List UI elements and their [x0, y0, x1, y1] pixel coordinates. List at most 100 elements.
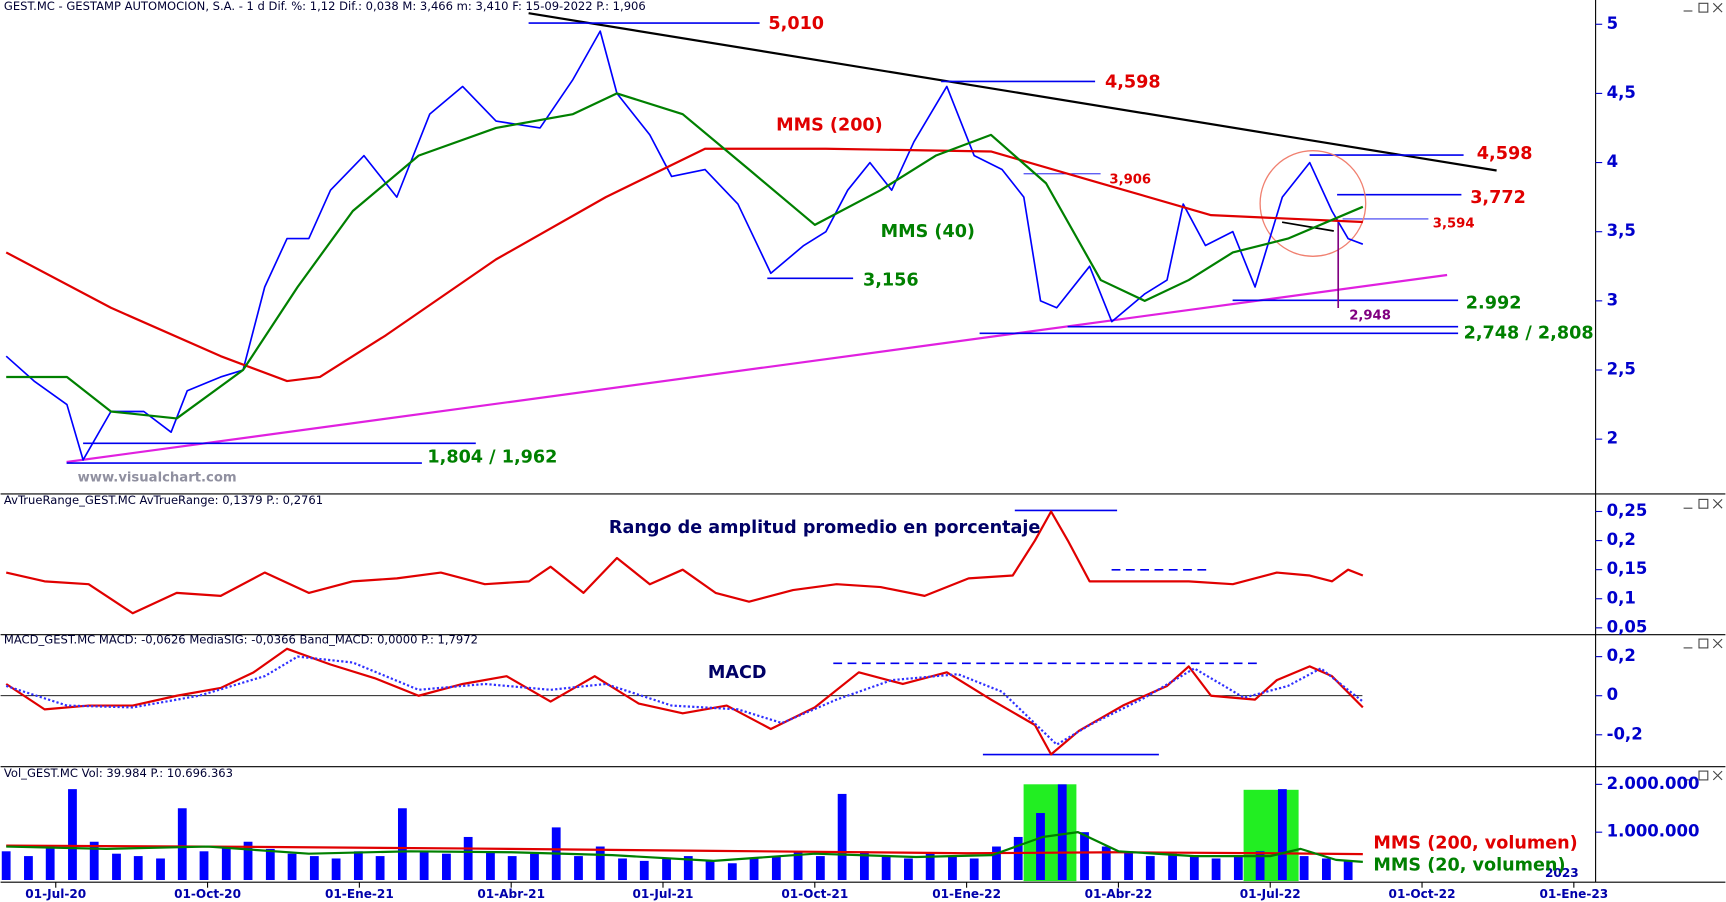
- volume-bar: [1255, 851, 1265, 880]
- y-tick-label: 1.000.000: [1607, 822, 1700, 841]
- volume-bar: [24, 856, 33, 880]
- volume-bar: [265, 848, 275, 880]
- close-icon[interactable]: [1712, 770, 1723, 781]
- volume-bar: [177, 808, 187, 880]
- annotation: 1,804 / 1,962: [427, 448, 557, 468]
- series-line: [5, 655, 1364, 746]
- y-tick-label: 0: [1607, 685, 1618, 704]
- series-line: [6, 92, 1364, 420]
- volume-bar: [199, 851, 209, 880]
- volume-bar: [397, 808, 407, 880]
- series-line: [6, 831, 1363, 863]
- annotation: 3,906: [1109, 172, 1151, 187]
- volume-bar: [881, 856, 891, 880]
- annotation: www.visualchart.com: [78, 470, 237, 485]
- volume-bar: [925, 853, 935, 880]
- series-label: MMS (200): [776, 115, 883, 135]
- x-tick-label: 01-Jul-21: [633, 887, 694, 901]
- annotation: 4,598: [1105, 73, 1161, 93]
- volume-bar: [1277, 789, 1287, 880]
- volume-bar: [287, 853, 297, 880]
- y-tick-label: 3,5: [1607, 221, 1636, 240]
- x-tick-label: 01-Oct-22: [1389, 887, 1456, 901]
- y-tick-label: 0,15: [1607, 559, 1648, 578]
- volume-bar: [442, 853, 451, 880]
- volume-bar: [992, 846, 1001, 880]
- panel-title: GEST.MC - GESTAMP AUTOMOCION, S.A. - 1 d…: [4, 0, 646, 13]
- volume-bar: [1124, 851, 1133, 880]
- volume-bar: [618, 858, 627, 880]
- volume-bar: [771, 856, 781, 880]
- annotation: 2.992: [1466, 294, 1522, 314]
- annotation: 2,748 / 2,808: [1464, 323, 1594, 343]
- y-tick-label: 5: [1607, 14, 1618, 33]
- annotation: MACD: [708, 663, 767, 683]
- volume-bar: [574, 856, 583, 880]
- series-label: MMS (20, volumen): [1373, 856, 1565, 876]
- y-tick-label: 2,5: [1607, 360, 1636, 379]
- volume-bar: [133, 856, 143, 880]
- x-tick-label: 01-Oct-20: [174, 887, 241, 901]
- volume-bar: [486, 851, 495, 880]
- volume-bar: [331, 858, 341, 880]
- volume-bar: [68, 789, 77, 880]
- y-tick-label: 0,1: [1607, 588, 1636, 607]
- annotation: 2,948: [1349, 309, 1391, 324]
- maximize-icon[interactable]: [1698, 638, 1709, 649]
- volume-bar: [530, 853, 539, 880]
- y-tick-label: 4: [1607, 152, 1618, 171]
- volume-bar: [45, 846, 55, 880]
- close-icon[interactable]: [1712, 2, 1723, 13]
- close-icon[interactable]: [1712, 499, 1723, 509]
- close-icon[interactable]: [1712, 638, 1723, 649]
- x-tick-label: 01-Ene-22: [932, 887, 1001, 901]
- series-label: MMS (200, volumen): [1373, 834, 1577, 854]
- arrow: [1281, 221, 1334, 232]
- volume-bar: [243, 841, 253, 880]
- y-tick-label: 0,25: [1607, 501, 1648, 520]
- volume-bar: [1211, 858, 1221, 880]
- volume-bar: [1299, 856, 1309, 880]
- volume-bar: [904, 858, 913, 880]
- trend-line: [66, 273, 1448, 464]
- labels: GEST.MC - GESTAMP AUTOMOCION, S.A. - 1 d…: [4, 0, 1700, 901]
- volume-bar: [1101, 846, 1111, 880]
- volume-bar: [815, 856, 825, 880]
- volume-bar: [969, 858, 979, 880]
- volume-bar: [837, 793, 847, 880]
- maximize-icon[interactable]: [1698, 2, 1709, 13]
- annotation: 3,772: [1470, 188, 1526, 208]
- y-tick-label: 3: [1607, 290, 1618, 309]
- annotation: 3,594: [1433, 216, 1475, 231]
- volume-bar: [1, 851, 11, 880]
- year-label: 2023: [1545, 866, 1579, 880]
- trend-line: [528, 12, 1497, 172]
- volume-bar: [156, 858, 165, 880]
- volume-bar: [353, 851, 363, 880]
- volume-bar: [1013, 836, 1023, 880]
- x-tick-label: 01-Jul-20: [25, 887, 86, 901]
- volume-bar: [463, 836, 473, 880]
- volume-bar: [375, 856, 385, 880]
- panel-title: MACD_GEST.MC MACD: -0,0626 MediaSIG: -0,…: [4, 633, 478, 647]
- series-line: [5, 510, 1364, 615]
- annotation: Rango de amplitud promedio en porcentaje: [609, 518, 1041, 538]
- marks: [0, 23, 1603, 888]
- volume-bar: [662, 858, 671, 880]
- x-tick-label: 01-Abr-22: [1085, 887, 1153, 901]
- panel-title: Vol_GEST.MC Vol: 39.984 P.: 10.696.363: [4, 766, 233, 780]
- volume-bar: [727, 863, 737, 880]
- volume-bar: [1168, 853, 1177, 880]
- volume-bar: [1036, 813, 1045, 880]
- x-tick-label: 01-Oct-21: [781, 887, 848, 901]
- x-tick-label: 01-Jul-22: [1240, 887, 1301, 901]
- annotation: 3,156: [863, 271, 919, 291]
- volume-highlight: [1243, 789, 1299, 882]
- volume-bar: [639, 860, 649, 880]
- volume-bar: [1080, 832, 1089, 880]
- maximize-icon[interactable]: [1698, 770, 1709, 781]
- y-tick-label: 0,05: [1607, 617, 1648, 636]
- volume-bar: [705, 860, 715, 880]
- maximize-icon[interactable]: [1698, 498, 1709, 509]
